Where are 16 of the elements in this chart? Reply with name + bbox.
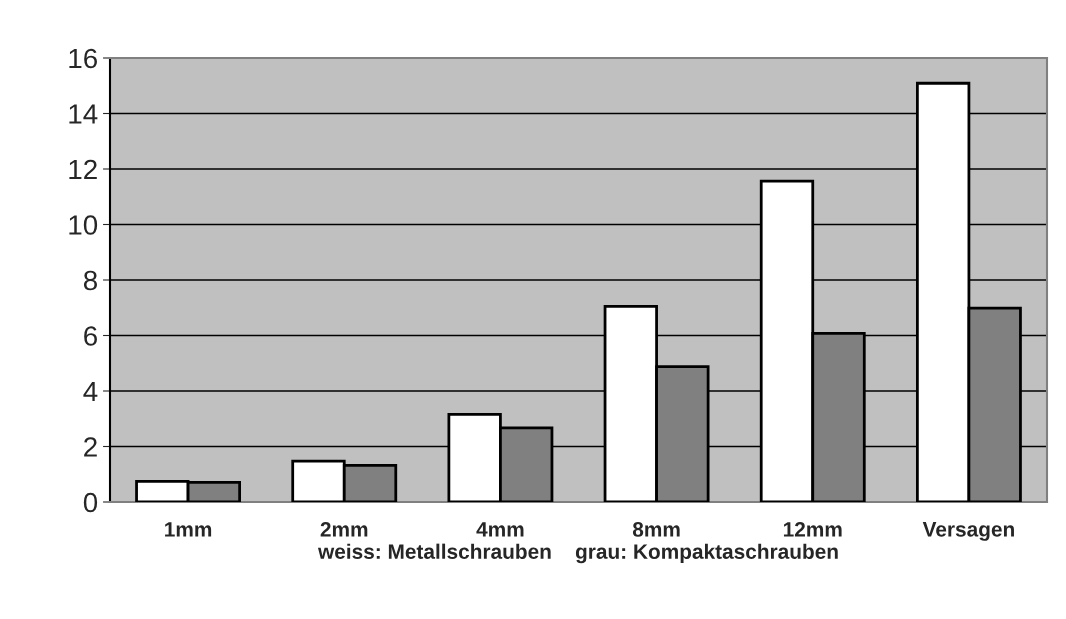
y-tick-label: 10 [69, 215, 98, 235]
y-tick-label: 12 [69, 159, 97, 180]
y-tick-label: 16 [69, 48, 97, 69]
x-tick-label: 2mm [320, 521, 368, 537]
x-tick-label: 1mm [165, 522, 212, 537]
x-tick-label: 4mm [476, 522, 524, 537]
y-tick-label: 6 [84, 326, 97, 346]
x-tick-label: 8mm [632, 521, 680, 537]
x-tick-label: 12mm [783, 521, 842, 537]
x-axis-title: weiss: Metallschrauben grau: Kompaktaschrauben [317, 543, 838, 564]
y-tick-label: 2 [84, 437, 97, 457]
x-tick-label: Versagen [922, 522, 1014, 541]
y-tick-label: 8 [83, 270, 97, 291]
y-tick-label: 0 [83, 492, 98, 513]
y-tick-label: 4 [83, 381, 98, 402]
y-tick-label: 14 [69, 104, 98, 124]
